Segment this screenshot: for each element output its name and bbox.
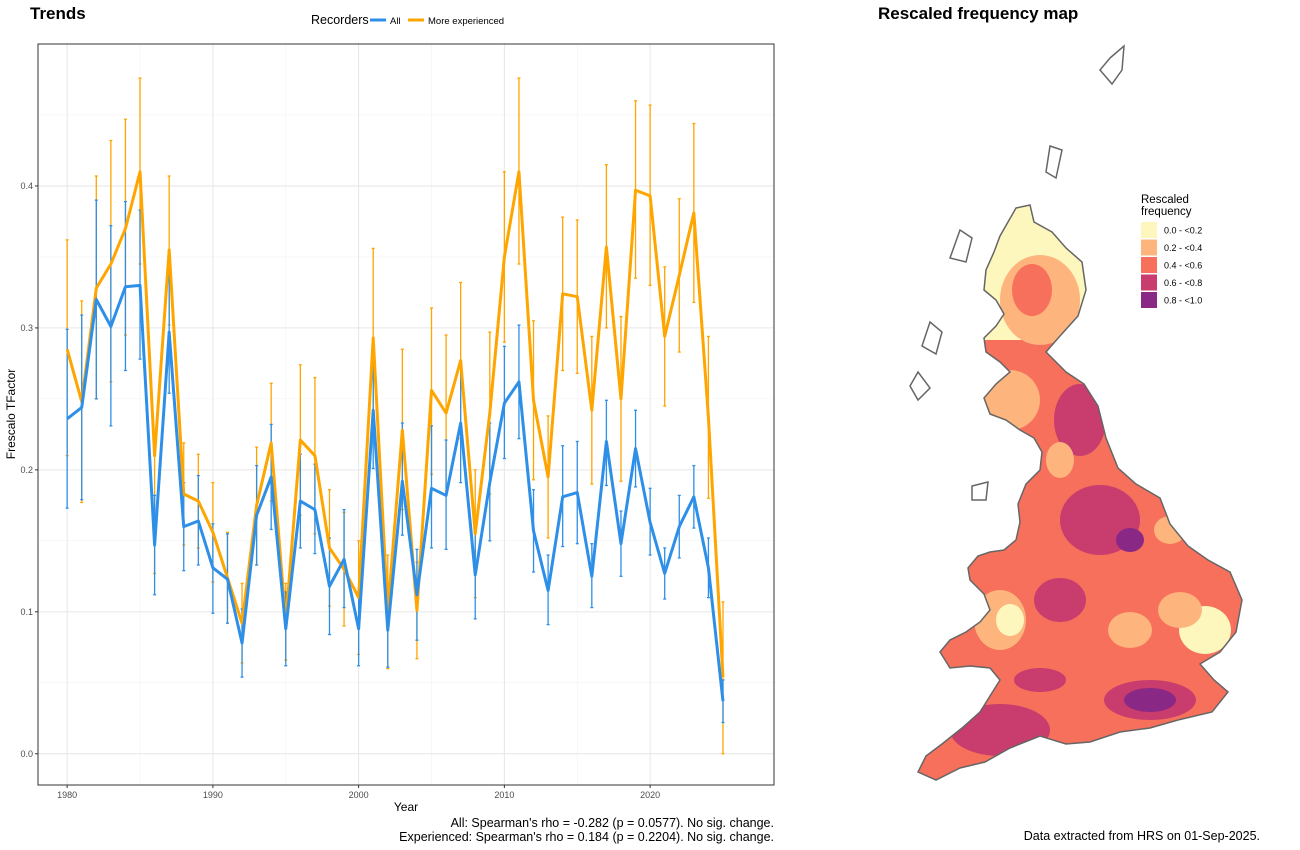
map-patch: [1034, 578, 1086, 622]
map-patch: [980, 370, 1040, 430]
map-legend: Rescaled frequency 0.0 - <0.2 0.2 - <0.4 0…: [1141, 194, 1202, 308]
map-legend-swatch: [1141, 274, 1157, 291]
y-tick-label: 0.4: [20, 181, 33, 191]
map-patch: [1158, 592, 1202, 628]
map-patch: [1116, 528, 1144, 552]
trends-title: Trends: [30, 4, 86, 23]
data-extract-note: Data extracted from HRS on 01-Sep-2025.: [1023, 829, 1260, 843]
plot-border: [37, 43, 775, 786]
y-tick-label: 0.2: [20, 465, 33, 475]
x-tick-label: 2010: [494, 790, 514, 800]
y-axis-label: Frescalo TFactor: [4, 369, 18, 459]
map-legend-swatch: [1141, 239, 1157, 256]
legend-title: Recorders: [311, 13, 369, 27]
map-legend-label: 0.0 - <0.2: [1164, 226, 1202, 236]
stats-experienced: Experienced: Spearman's rho = 0.184 (p =…: [399, 830, 774, 844]
x-tick-label: 2000: [349, 790, 369, 800]
series-line-all: [66, 283, 725, 702]
map-patch: [996, 604, 1024, 636]
x-axis-label: Year: [394, 800, 418, 814]
legend-label-experienced: More experienced: [428, 16, 504, 27]
stats-all: All: Spearman's rho = -0.282 (p = 0.0577…: [450, 816, 774, 830]
chart-legend: Recorders All More experienced: [311, 13, 504, 27]
frequency-map: Rescaled frequency 0.0 - <0.2 0.2 - <0.4 0…: [909, 44, 1243, 781]
map-patch: [950, 704, 1050, 756]
map-legend-title-1: Rescaled: [1141, 194, 1189, 206]
map-patch: [1046, 442, 1074, 478]
series-layer: [65, 77, 725, 755]
map-islands-outline: [909, 44, 1125, 501]
x-tick-label: 1980: [57, 790, 77, 800]
series-line-more-experienced: [65, 170, 725, 678]
legend-label-all: All: [390, 16, 401, 27]
map-patch: [1124, 688, 1176, 712]
y-tick-label: 0.0: [20, 749, 33, 759]
axes: 1980 1990 2000 2010 2020 0.0 0.1 0.2 0.3 0.4: [20, 181, 660, 800]
map-legend-label: 0.6 - <0.8: [1164, 278, 1202, 288]
y-tick-label: 0.1: [20, 607, 33, 617]
map-patch: [1014, 668, 1066, 692]
map-legend-title-2: frequency: [1141, 206, 1192, 218]
trend-statistics: All: Spearman's rho = -0.282 (p = 0.0577…: [399, 816, 774, 844]
map-legend-swatch: [1141, 292, 1157, 308]
map-legend-label: 0.2 - <0.4: [1164, 243, 1202, 253]
plot-panel: [38, 44, 774, 785]
x-tick-label: 1990: [203, 790, 223, 800]
map-patch: [1154, 516, 1186, 544]
map-legend-swatch: [1141, 222, 1157, 238]
y-tick-label: 0.3: [20, 323, 33, 333]
trend-chart: Recorders All More experienced 1980 1990 2…: [4, 13, 775, 814]
map-patch: [1108, 612, 1152, 648]
map-title: Rescaled frequency map: [878, 4, 1079, 23]
map-legend-label: 0.8 - <1.0: [1164, 296, 1202, 306]
map-legend-label: 0.4 - <0.6: [1164, 261, 1202, 271]
map-patch: [1012, 264, 1052, 316]
map-patch: [1054, 384, 1106, 456]
x-tick-label: 2020: [640, 790, 660, 800]
map-legend-swatch: [1141, 257, 1157, 273]
